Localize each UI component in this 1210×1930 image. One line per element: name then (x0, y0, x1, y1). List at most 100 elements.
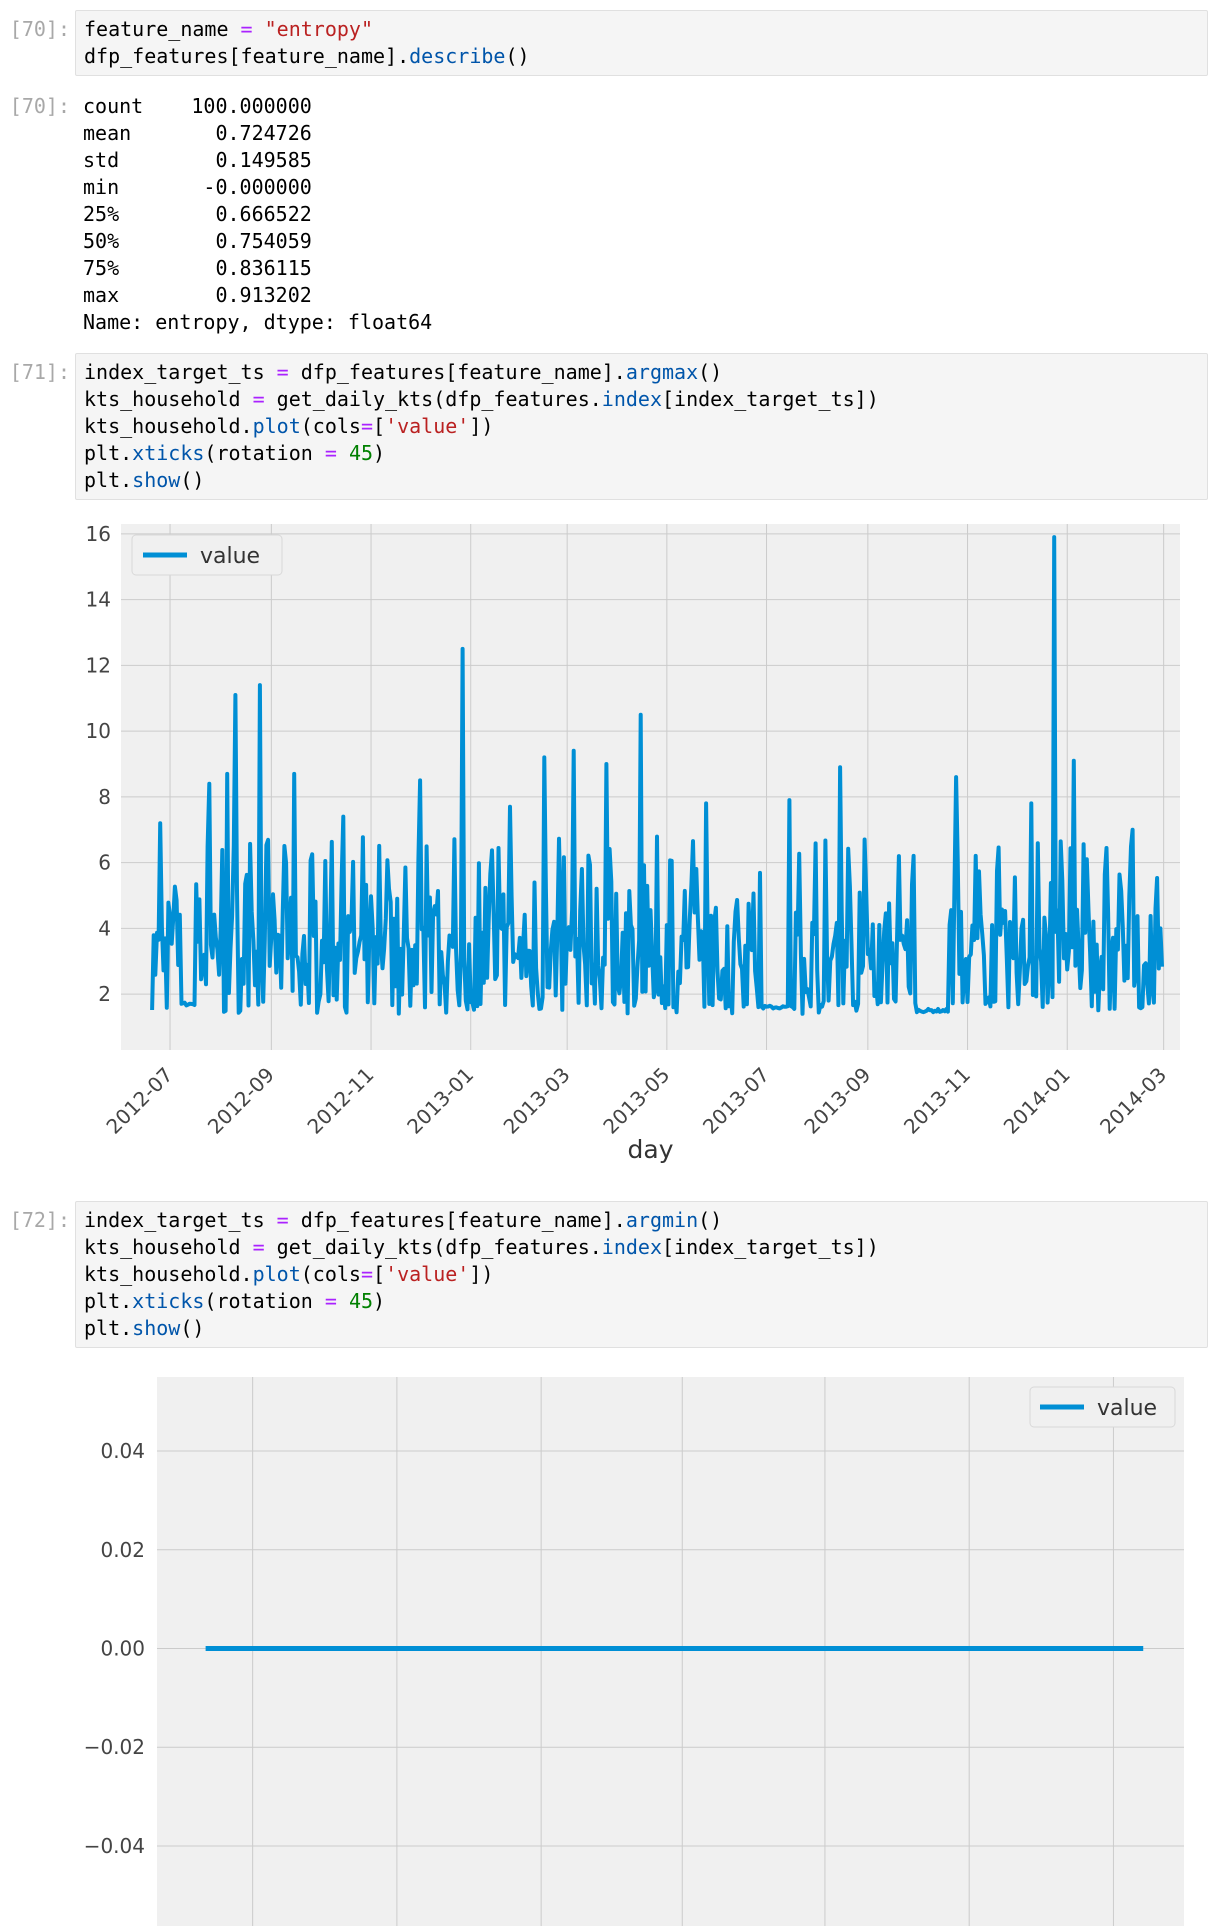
code-token: kts_household (84, 1235, 253, 1259)
y-tick-label: 10 (86, 719, 111, 743)
describe-output: count 100.000000 mean 0.724726 std 0.14958… (83, 93, 432, 336)
x-tick-label: 2013-03 (499, 1063, 575, 1139)
x-tick-label: 2013-07 (698, 1063, 774, 1139)
code-token: argmin (625, 1208, 699, 1232)
code-line: dfp_features[feature_name].describe() (84, 43, 1199, 70)
code-token: dfp_features[feature_name]. (84, 44, 410, 68)
code-token: plt. (84, 468, 133, 492)
code-token: ]) (469, 1262, 494, 1286)
code-token: [index_target_ts]) (662, 387, 879, 411)
code-token: index_target_ts (84, 1208, 277, 1232)
plot-area (157, 1377, 1184, 1926)
code-token: () (698, 360, 723, 384)
code-line: kts_household.plot(cols=['value']) (84, 1261, 1199, 1288)
code-token: ]) (469, 414, 494, 438)
output-line: 75% 0.836115 (83, 256, 312, 280)
chart-argmax-svg: 2 4 6 8 10 12 14 16 2012-07 2012-09 2012-11 2013-01… (86, 522, 1180, 1164)
code-token: (rotation (204, 1289, 325, 1313)
y-tick-label: −0.02 (84, 1735, 145, 1759)
x-tick-label: 2013-11 (899, 1063, 975, 1139)
output-line: 50% 0.754059 (83, 229, 312, 253)
code-editor-70[interactable]: feature_name = "entropy" dfp_features[fea… (75, 10, 1208, 76)
output-prompt-70: [70]: (9, 94, 70, 118)
code-token: = (240, 17, 253, 41)
code-token: ) (373, 1289, 386, 1313)
y-tick-label: 16 (86, 522, 111, 546)
y-tick-label: 0.00 (100, 1637, 145, 1661)
code-token: ) (373, 441, 386, 465)
input-prompt-71: [71]: (9, 360, 70, 384)
plot-argmin: 0.040.020.00−0.02−0.0407100104071001valu… (75, 1365, 1210, 1930)
output-line: max 0.913202 (83, 283, 312, 307)
y-tick-label: 2 (98, 982, 111, 1006)
y-tick-label: 0.04 (100, 1439, 145, 1463)
code-token: get_daily_kts(dfp_features. (264, 387, 602, 411)
code-token: = (252, 387, 265, 411)
x-tick-label: 2014-03 (1095, 1063, 1171, 1139)
code-token: 45 (348, 441, 374, 465)
code-token: xticks (132, 441, 205, 465)
y-tick-label: 6 (98, 851, 111, 875)
legend-box (1029, 1386, 1176, 1428)
code-token: "entropy" (264, 17, 374, 41)
code-token: show (132, 1316, 181, 1340)
output-line: Name: entropy, dtype: float64 (83, 310, 433, 334)
code-token: dfp_features[feature_name]. (288, 360, 626, 384)
code-line: index_target_ts = dfp_features[feature_n… (84, 359, 1199, 386)
output-line: mean 0.724726 (83, 121, 312, 145)
code-token: = (360, 1262, 374, 1286)
x-tick-label: 2014-01 (999, 1063, 1075, 1139)
code-token: (cols (300, 1262, 361, 1286)
code-token: get_daily_kts(dfp_features. (264, 1235, 602, 1259)
code-token: kts_household. (84, 1262, 253, 1286)
code-token: [index_target_ts]) (662, 1235, 879, 1259)
legend-box (131, 534, 283, 576)
code-token: () (180, 1316, 205, 1340)
code-token: = (324, 1289, 337, 1313)
code-token: plot (252, 1262, 301, 1286)
code-token: index_target_ts (84, 360, 277, 384)
code-line: plt.xticks(rotation = 45) (84, 1288, 1199, 1315)
x-tick-label: 2012-09 (203, 1063, 279, 1139)
code-token: show (132, 468, 181, 492)
y-tick-label: 8 (98, 785, 111, 809)
series-line-value (150, 535, 1164, 1016)
code-line: feature_name = "entropy" (84, 16, 1199, 43)
code-line: plt.xticks(rotation = 45) (84, 440, 1199, 467)
code-editor-71[interactable]: index_target_ts = dfp_features[feature_n… (75, 353, 1208, 500)
y-tick-label: −0.04 (84, 1834, 145, 1858)
code-token: xticks (132, 1289, 205, 1313)
y-tick-label: 4 (98, 916, 111, 940)
y-tick-label: 12 (86, 653, 111, 677)
code-line: plt.show() (84, 467, 1199, 494)
legend-label: value (200, 544, 260, 569)
code-token: feature_name (84, 17, 241, 41)
code-token: [ (373, 1262, 386, 1286)
code-token: = (324, 441, 337, 465)
code-token: [ (373, 414, 386, 438)
chart-argmin-svg: 0.040.020.00−0.02−0.0407100104071001valu… (84, 1377, 1184, 1930)
code-token: plot (252, 414, 301, 438)
code-line: kts_household = get_daily_kts(dfp_featur… (84, 386, 1199, 413)
code-token: describe (409, 44, 506, 68)
x-tick-label: 2013-01 (402, 1063, 478, 1139)
code-token: dfp_features[feature_name]. (288, 1208, 626, 1232)
code-editor-72[interactable]: index_target_ts = dfp_features[feature_n… (75, 1201, 1208, 1348)
code-token: (rotation (204, 441, 325, 465)
output-line: 25% 0.666522 (83, 202, 312, 226)
code-line: index_target_ts = dfp_features[feature_n… (84, 1207, 1199, 1234)
code-token: () (180, 468, 205, 492)
output-line: std 0.149585 (83, 148, 312, 172)
y-tick-label: 14 (86, 588, 111, 612)
code-token: = (360, 414, 374, 438)
code-token: plt. (84, 441, 133, 465)
code-token: 45 (348, 1289, 374, 1313)
code-line: kts_household.plot(cols=['value']) (84, 413, 1199, 440)
code-token (253, 17, 265, 41)
x-tick-label: 2013-09 (799, 1063, 875, 1139)
code-token: 'value' (385, 414, 470, 438)
code-token: plt. (84, 1289, 133, 1313)
plot-argmax: 2 4 6 8 10 12 14 16 2012-07 2012-09 2012-11 2013-01… (75, 515, 1210, 1170)
code-token (337, 441, 349, 465)
output-line: count 100.000000 (83, 94, 312, 118)
